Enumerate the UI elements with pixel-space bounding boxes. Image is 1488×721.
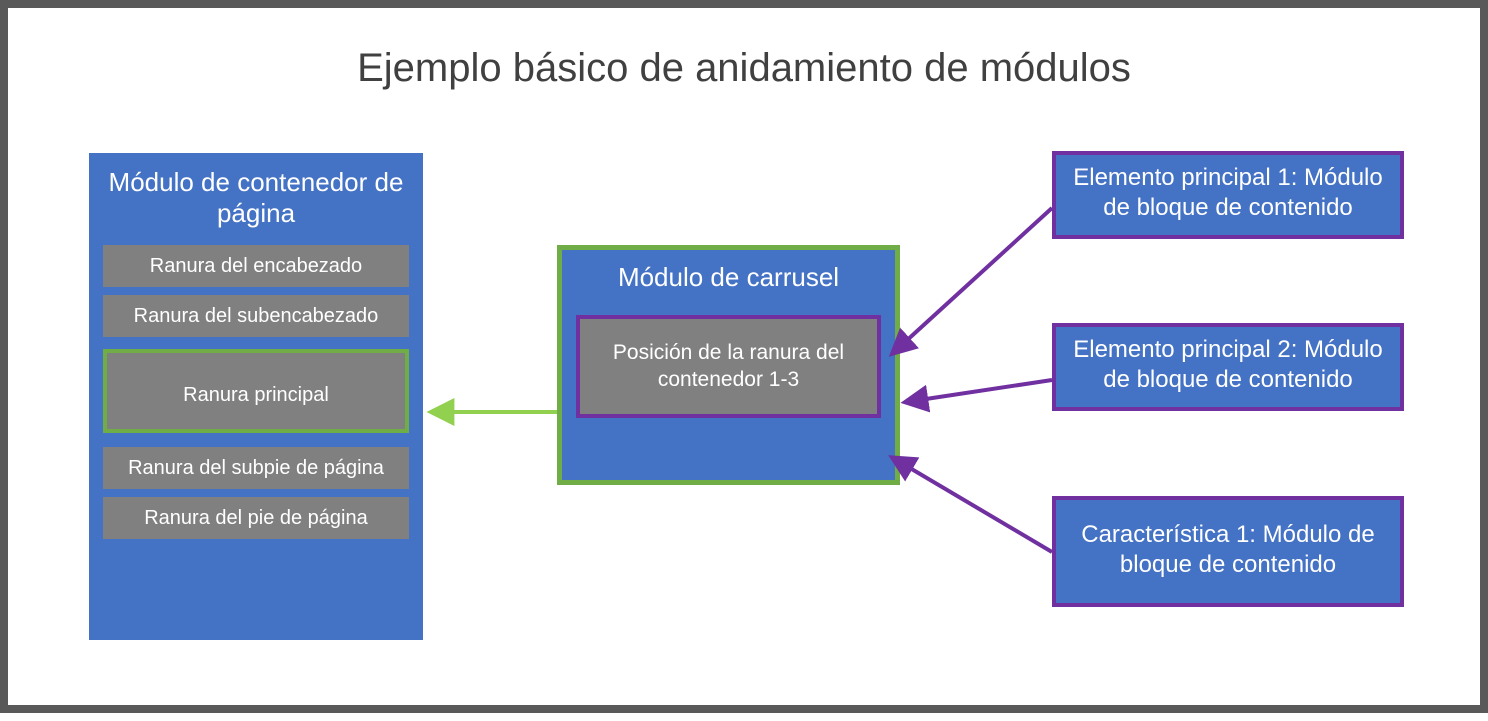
diagram-title: Ejemplo básico de anidamiento de módulos: [8, 46, 1480, 91]
right-box-feature1: Característica 1: Módulo de bloque de co…: [1052, 496, 1404, 607]
slot-footer: Ranura del pie de página: [103, 497, 409, 539]
page-container-title: Módulo de contenedor de página: [103, 167, 409, 229]
slot-subheader: Ranura del subencabezado: [103, 295, 409, 337]
page-container-module: Módulo de contenedor de página Ranura de…: [89, 153, 423, 640]
carousel-module: Módulo de carrusel Posición de la ranura…: [557, 245, 900, 485]
diagram-frame: Ejemplo básico de anidamiento de módulos…: [0, 0, 1488, 713]
arrow-hero1-to-carousel: [893, 208, 1052, 353]
slot-main: Ranura principal: [103, 349, 409, 433]
arrow-feature1-to-carousel: [893, 458, 1052, 552]
carousel-slot-position: Posición de la ranura del contenedor 1-3: [576, 315, 881, 418]
right-box-hero1: Elemento principal 1: Módulo de bloque d…: [1052, 151, 1404, 239]
carousel-title: Módulo de carrusel: [576, 262, 881, 293]
arrow-hero2-to-carousel: [906, 380, 1052, 402]
slot-subfooter: Ranura del subpie de página: [103, 447, 409, 489]
right-box-hero2: Elemento principal 2: Módulo de bloque d…: [1052, 323, 1404, 411]
slot-header: Ranura del encabezado: [103, 245, 409, 287]
